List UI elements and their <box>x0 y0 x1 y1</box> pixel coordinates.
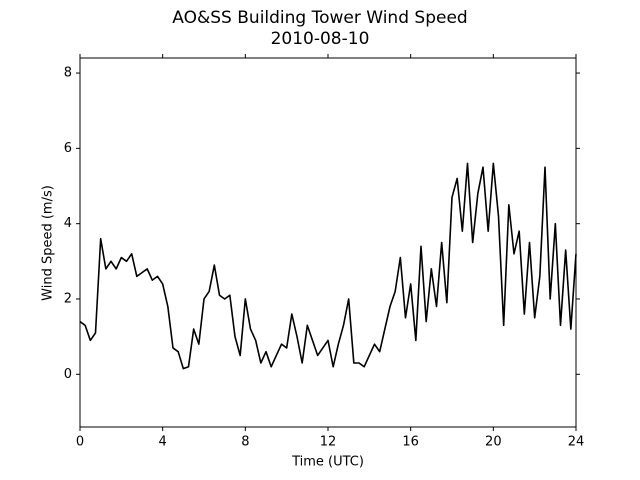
y-tick-label: 2 <box>64 291 72 306</box>
x-tick-label: 16 <box>402 435 419 450</box>
data-line <box>79 162 577 370</box>
x-tick-label: 24 <box>568 435 585 450</box>
y-tick-label: 6 <box>64 141 72 156</box>
y-tick-label: 0 <box>64 367 72 382</box>
x-axis-label: Time (UTC) <box>291 455 364 470</box>
y-tick-label: 4 <box>64 216 72 231</box>
chart-subtitle: 2010-08-10 <box>271 29 370 49</box>
plot-frame <box>79 57 577 428</box>
x-tick-label: 8 <box>241 435 249 450</box>
y-axis-label: Wind Speed (m/s) <box>41 185 56 301</box>
x-tick-label: 12 <box>320 435 337 450</box>
x-tick-label: 20 <box>485 435 502 450</box>
chart-title: AO&SS Building Tower Wind Speed <box>172 8 467 28</box>
y-tick-label: 8 <box>64 66 72 81</box>
x-tick-label: 0 <box>76 435 84 450</box>
x-tick-label: 4 <box>159 435 167 450</box>
